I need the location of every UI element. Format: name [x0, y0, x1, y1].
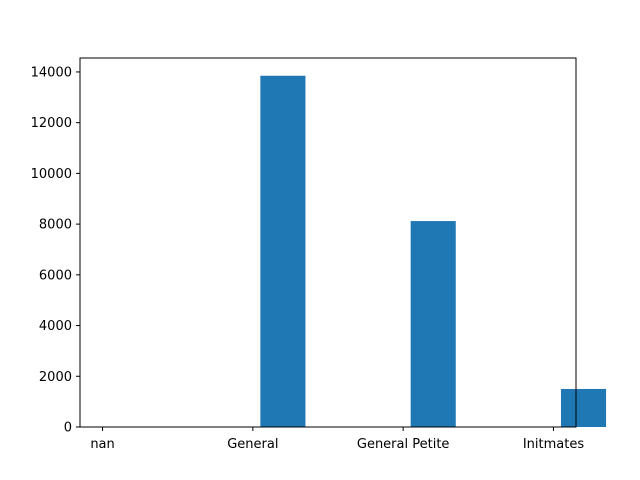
- bar-0: [260, 75, 306, 428]
- bar-2: [560, 388, 607, 427]
- y-tick-label: 0: [64, 421, 72, 436]
- x-tick-label: Initmates: [523, 437, 585, 452]
- plot-frame: [79, 57, 577, 428]
- y-tick-label: 6000: [39, 268, 72, 283]
- x-tick-label: General: [227, 437, 278, 452]
- ticks-layer: 0 2000 4000 6000 8000 10000 12000 14000 nan Gener…: [31, 65, 585, 452]
- y-tick-label: 2000: [39, 370, 72, 385]
- x-tick-label: nan: [90, 437, 114, 452]
- y-tick-label: 14000: [31, 65, 72, 80]
- x-tick-label: General Petite: [357, 437, 450, 452]
- axes-layer: [79, 57, 577, 428]
- y-tick-label: 12000: [31, 116, 72, 131]
- y-tick-label: 8000: [39, 218, 72, 233]
- bar-1: [410, 221, 456, 427]
- y-tick-label: 10000: [31, 167, 72, 182]
- y-tick-label: 4000: [39, 319, 72, 334]
- bars-layer: [260, 75, 607, 428]
